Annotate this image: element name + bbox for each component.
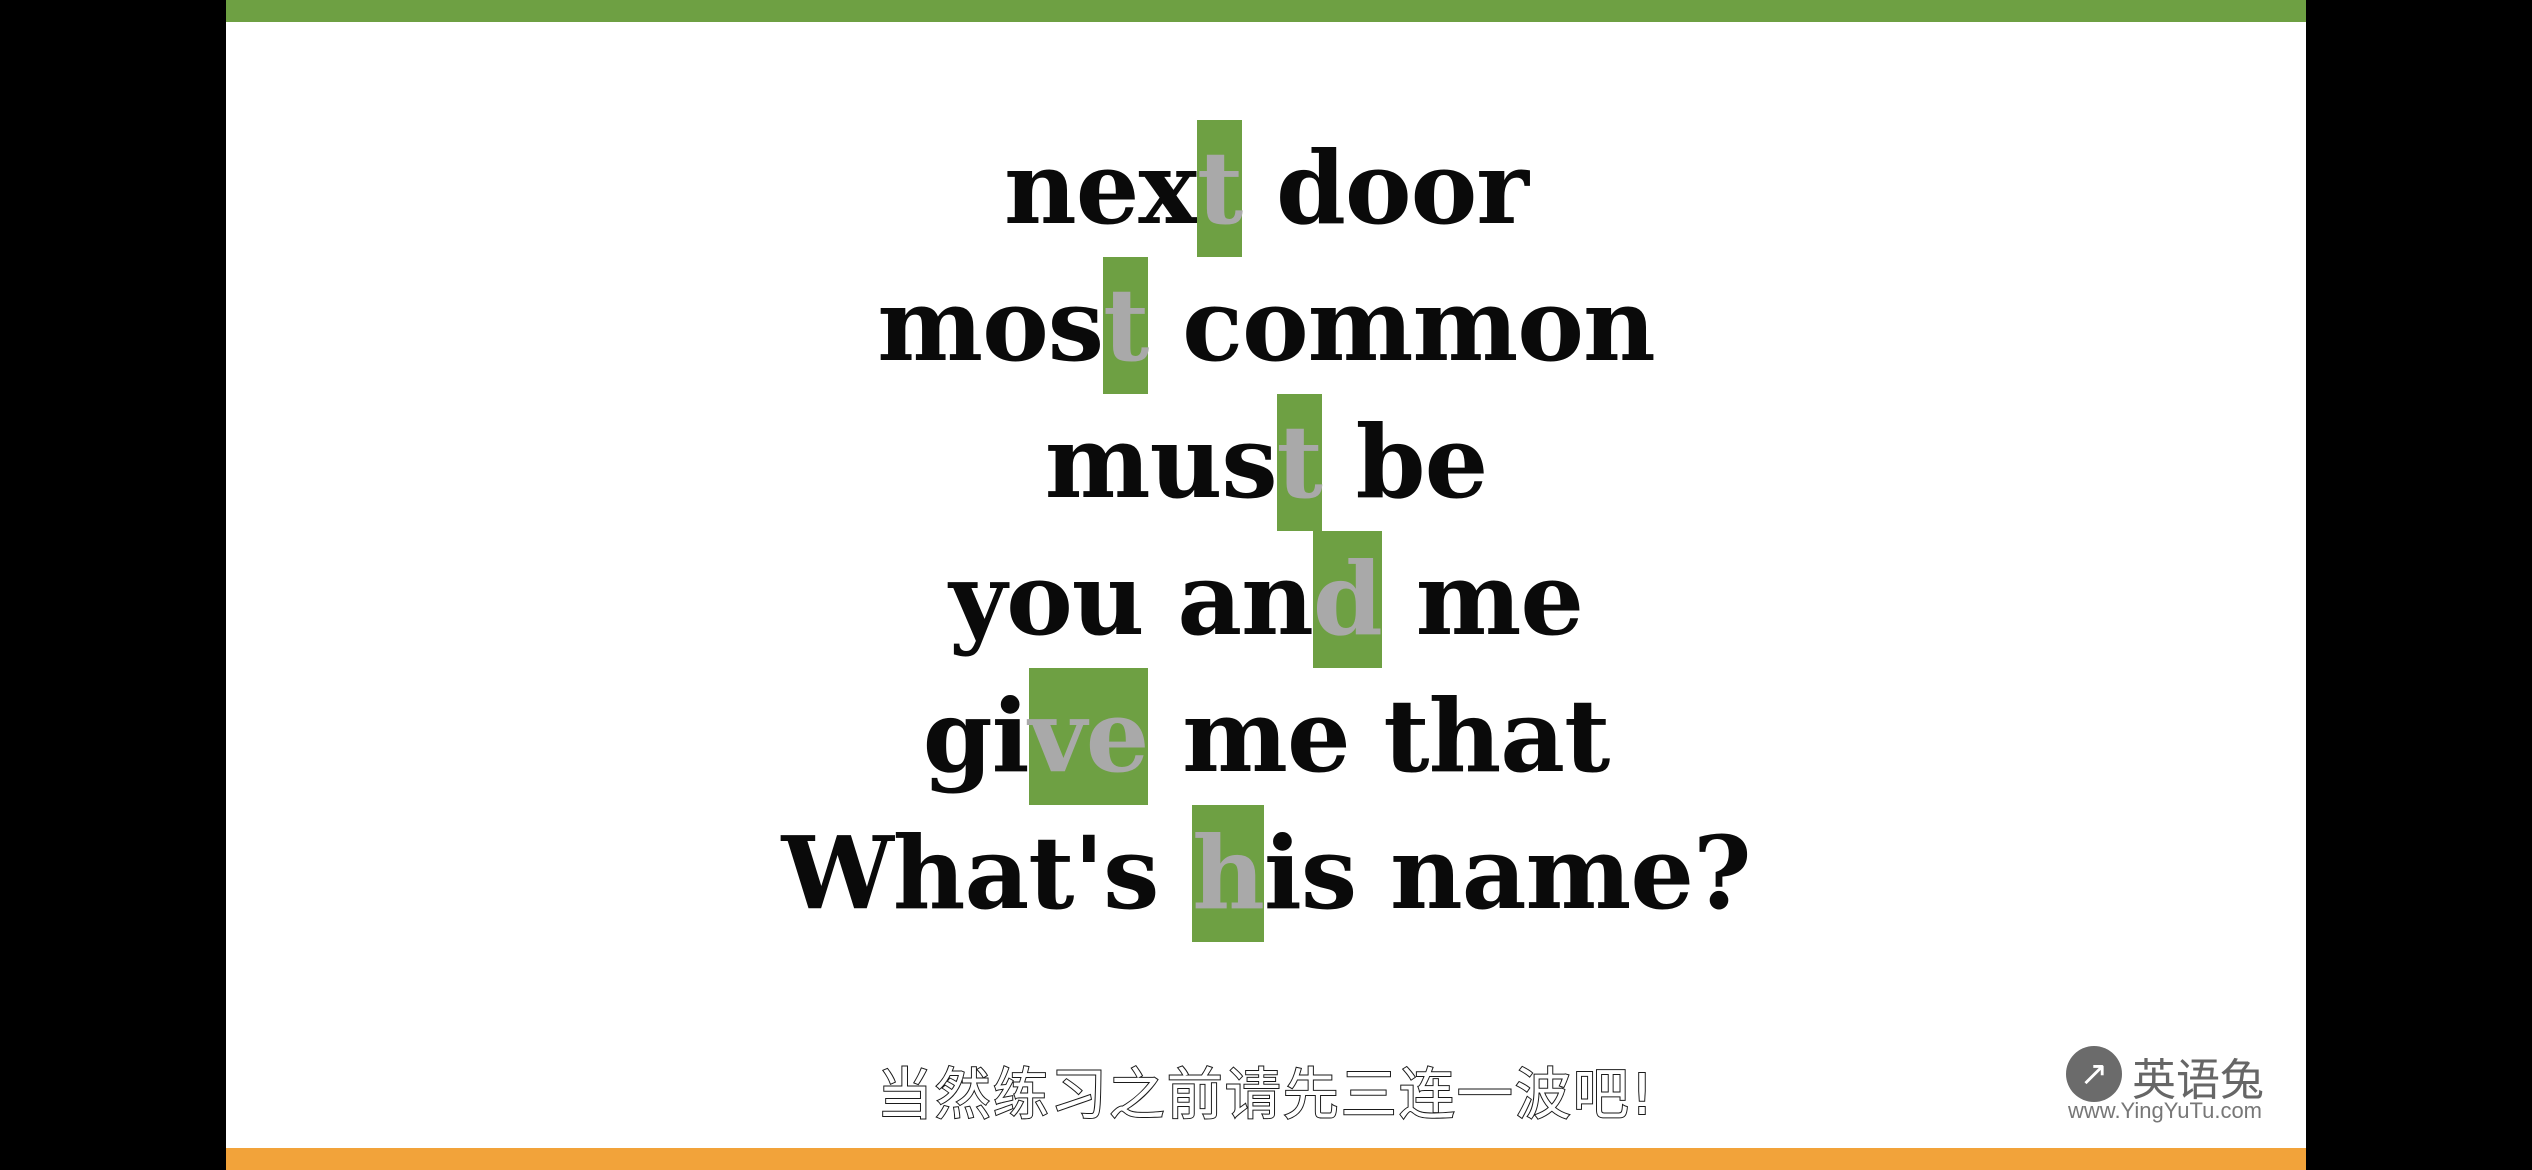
phrase-line: you and me — [949, 531, 1584, 668]
highlighted-letters: t — [1196, 120, 1243, 257]
phrase-text-before: gi — [922, 677, 1030, 795]
bottom-accent-bar — [226, 1148, 2306, 1170]
video-subtitle: 当然练习之前请先三连一波吧! — [876, 1062, 1656, 1129]
rabbit-icon: ↗ — [2066, 1046, 2122, 1102]
phrase-text-before: mus — [1044, 403, 1278, 521]
phrase-line: must be — [1044, 394, 1489, 531]
phrase-text-after: door — [1242, 129, 1529, 247]
phrase-text-after: common — [1148, 266, 1656, 384]
phrase-text-before: nex — [1004, 129, 1198, 247]
highlighted-letters: t — [1103, 257, 1149, 394]
top-accent-bar — [226, 0, 2306, 22]
phrase-text-after: is name? — [1263, 814, 1752, 932]
phrase-text-after: me — [1381, 540, 1584, 658]
phrase-line: What's his name? — [781, 805, 1752, 942]
phrase-line: next door — [1004, 120, 1529, 257]
slide: next door most common must be you and me… — [226, 0, 2306, 1170]
watermark-logo: ↗ 英语兔 www.YingYuTu.com — [2066, 1042, 2276, 1123]
highlighted-letters: d — [1312, 531, 1383, 668]
phrase-text-before: What's — [781, 814, 1193, 932]
phrase-line: give me that — [923, 668, 1610, 805]
highlighted-letters: t — [1276, 394, 1323, 531]
phrase-text-before: you an — [949, 540, 1314, 658]
phrase-text-after: be — [1321, 403, 1489, 521]
phrase-line: most common — [877, 257, 1656, 394]
highlighted-letters: h — [1192, 805, 1265, 942]
phrase-text-before: mos — [877, 266, 1104, 384]
highlighted-letters: ve — [1028, 668, 1149, 805]
phrase-list: next door most common must be you and me… — [226, 120, 2306, 942]
brand-name: 英语兔 — [2132, 1055, 2264, 1106]
brand-url: www.YingYuTu.com — [2068, 1098, 2263, 1123]
phrase-text-after: me that — [1148, 677, 1610, 795]
